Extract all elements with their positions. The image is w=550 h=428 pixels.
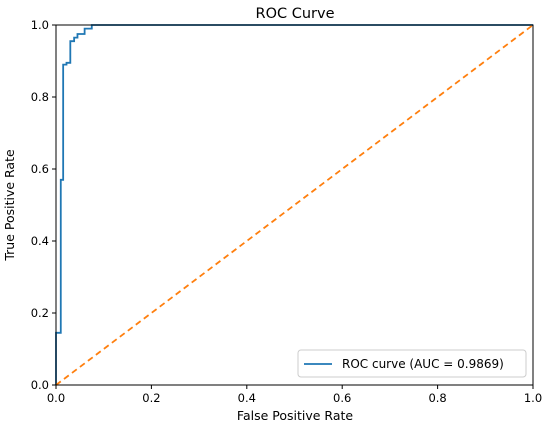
y-tick-label: 0.0 — [31, 378, 49, 392]
y-tick-label: 0.2 — [31, 306, 49, 320]
x-axis-label: False Positive Rate — [237, 408, 353, 423]
x-tick-label: 0.0 — [47, 391, 65, 405]
x-tick-label: 0.8 — [428, 391, 446, 405]
chart-title: ROC Curve — [256, 6, 335, 22]
legend: ROC curve (AUC = 0.9869) — [297, 349, 527, 378]
legend-label-roc: ROC curve (AUC = 0.9869) — [342, 357, 504, 371]
y-tick-label: 0.8 — [31, 90, 49, 104]
y-tick-label: 0.6 — [31, 162, 49, 176]
y-tick-label: 1.0 — [31, 18, 49, 32]
axis-ticks: 0.0 0.2 0.4 0.6 0.8 1.0 0.0 0.2 0.4 0.6 0.8 1.0 — [31, 18, 542, 405]
y-axis-label: True Positive Rate — [2, 149, 17, 262]
x-tick-label: 0.4 — [238, 391, 256, 405]
plot-frame — [55, 24, 534, 386]
x-tick-label: 0.6 — [333, 391, 351, 405]
roc-curve-line — [55, 24, 533, 385]
x-tick-label: 1.0 — [524, 391, 542, 405]
plot-area — [55, 24, 534, 386]
x-tick-label: 0.2 — [142, 391, 160, 405]
y-tick-label: 0.4 — [31, 234, 49, 248]
chance-diagonal-line — [55, 24, 534, 386]
legend-box — [297, 349, 527, 378]
